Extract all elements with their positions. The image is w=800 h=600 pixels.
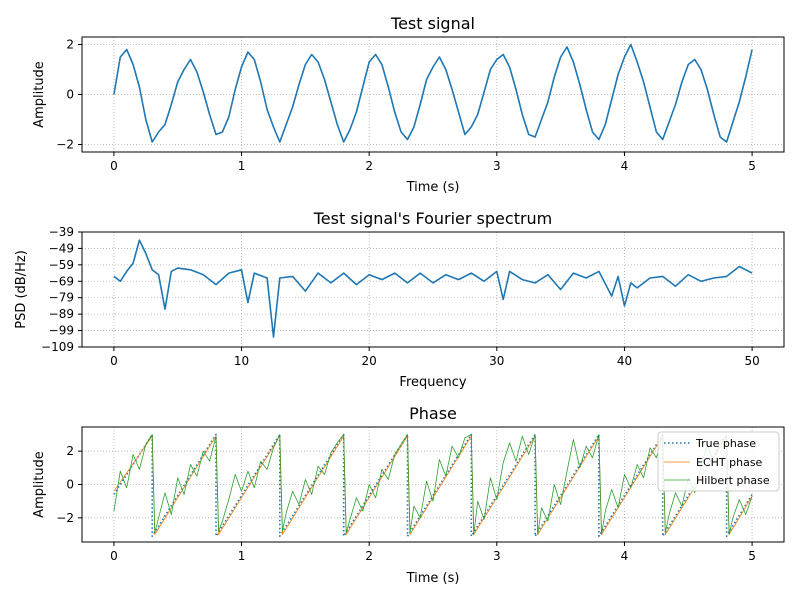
y-tick-label: −109: [41, 340, 74, 354]
legend: True phase ECHT phase Hilbert phase: [657, 431, 780, 492]
chart-title: Phase: [409, 404, 457, 423]
x-tick-label: 4: [621, 549, 629, 563]
x-tick-label: 40: [617, 354, 632, 368]
x-tick-label: 4: [621, 159, 629, 173]
x-ticks: 0 1 2 3 4 5: [110, 152, 756, 173]
y-tick-label: −69: [49, 274, 74, 288]
y-axis-label: Amplitude: [32, 451, 47, 518]
x-tick-label: 0: [110, 354, 118, 368]
x-ticks: 0 1 2 3 4 5: [110, 542, 756, 563]
series-line-hilbert-phase: [113, 434, 753, 535]
legend-label-hilbert-phase: Hilbert phase: [696, 474, 770, 487]
y-tick-label: 0: [66, 478, 74, 492]
chart-title: Test signal: [390, 14, 475, 33]
x-tick-label: 0: [110, 549, 118, 563]
y-axis-label: Amplitude: [32, 61, 47, 128]
x-tick-label: 10: [234, 354, 249, 368]
y-tick-label: 0: [66, 88, 74, 102]
y-tick-label: −59: [49, 258, 74, 272]
legend-label-true-phase: True phase: [695, 437, 756, 450]
series-line-series-0: [113, 43, 753, 143]
y-tick-label: −99: [49, 324, 74, 338]
y-axis-label: PSD (dB/Hz): [14, 250, 29, 329]
x-axis-label: Time (s): [406, 180, 460, 195]
y-ticks: −39 −49 −59 −69 −79 −89 −99 −109: [41, 225, 82, 354]
y-tick-label: −39: [49, 225, 74, 239]
y-tick-label: −2: [56, 511, 74, 525]
series-line-series-0: [113, 239, 753, 338]
y-tick-label: −89: [49, 307, 74, 321]
x-tick-label: 1: [238, 549, 246, 563]
grid: [82, 37, 784, 152]
x-tick-label: 0: [110, 159, 118, 173]
subplot-test-signal: Test signal 0 1 2 3 4 5 −2 0 2 Time (s) Amplitu…: [32, 14, 785, 195]
x-ticks: 0 10 20 30 40 50: [110, 347, 760, 368]
legend-label-echt-phase: ECHT phase: [696, 456, 763, 469]
y-tick-label: 2: [66, 444, 74, 458]
x-tick-label: 5: [748, 549, 756, 563]
series-lines: [113, 239, 753, 338]
x-tick-label: 30: [489, 354, 504, 368]
x-tick-label: 5: [748, 159, 756, 173]
x-tick-label: 20: [362, 354, 377, 368]
subplot-phase: Phase 0 1 2 3 4 5 −2 0 2 Time (s) Amplitude Tru…: [32, 404, 785, 586]
y-tick-label: −79: [49, 291, 74, 305]
x-tick-label: 2: [365, 549, 373, 563]
y-tick-label: −2: [56, 138, 74, 152]
y-tick-label: −49: [49, 241, 74, 255]
x-tick-label: 2: [365, 159, 373, 173]
legend-box: [657, 431, 780, 492]
plot-frame: [81, 231, 785, 348]
y-ticks: −2 0 2: [56, 38, 82, 152]
x-tick-label: 1: [238, 159, 246, 173]
x-tick-label: 50: [744, 354, 759, 368]
y-tick-label: 2: [66, 38, 74, 52]
y-ticks: −2 0 2: [56, 444, 82, 525]
series-lines: [113, 43, 753, 143]
x-tick-label: 3: [493, 549, 501, 563]
subplot-fourier-spectrum: Test signal's Fourier spectrum 0 10 20 30 40…: [14, 209, 785, 390]
chart-title: Test signal's Fourier spectrum: [313, 209, 553, 228]
x-axis-label: Frequency: [399, 375, 466, 390]
x-tick-label: 3: [493, 159, 501, 173]
x-axis-label: Time (s): [406, 571, 460, 586]
